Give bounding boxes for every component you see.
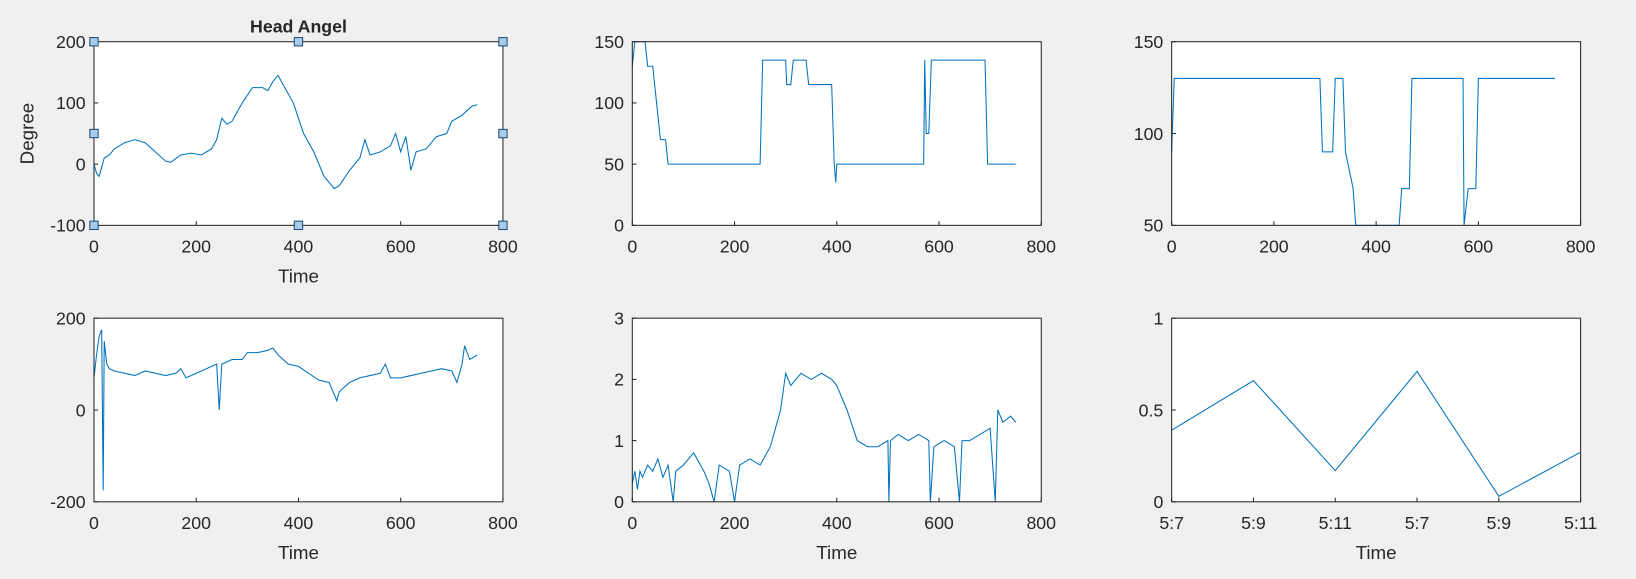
y-tick-label: -100 — [50, 216, 86, 236]
y-tick-label: 100 — [56, 93, 86, 113]
x-tick-label: 0 — [627, 236, 637, 256]
data-line — [631, 371, 1017, 502]
y-tick-label: 150 — [594, 32, 624, 52]
data-line — [93, 74, 478, 190]
x-axis-label: Time — [1356, 542, 1397, 563]
x-tick-label: 400 — [284, 513, 314, 533]
x-tick-label: 400 — [284, 236, 314, 256]
x-tick-label: 200 — [181, 236, 211, 256]
selection-handle — [293, 37, 304, 47]
y-tick-label: 2 — [614, 370, 624, 390]
x-tick-label: 800 — [488, 513, 518, 533]
y-tick-label: 200 — [56, 308, 86, 328]
selection-handle — [89, 37, 99, 47]
subplot: 5:7 5:9 5:11 5:7 5:9 5:11 0 0.5 1 Time — [1139, 308, 1598, 563]
x-tick-label: 0 — [89, 236, 99, 256]
axes-box — [631, 317, 1042, 503]
y-tick-label: 0 — [614, 492, 624, 512]
data-line — [1171, 370, 1581, 497]
selection-handle — [498, 220, 508, 231]
x-tick-label: 5:9 — [1241, 513, 1266, 533]
y-tick-label: 100 — [594, 93, 624, 113]
x-tick-label: 5:7 — [1405, 513, 1430, 533]
x-tick-label: 600 — [386, 236, 416, 256]
y-tick-label: 1 — [614, 431, 624, 451]
axes-background — [93, 318, 503, 502]
x-axis-label: Time — [816, 542, 857, 563]
y-tick-label: 3 — [614, 308, 624, 328]
x-tick-label: 400 — [822, 513, 852, 533]
x-tick-label: 800 — [1026, 513, 1056, 533]
x-tick-label: 800 — [488, 236, 518, 256]
x-tick-label: 800 — [1026, 236, 1056, 256]
x-tick-label: 600 — [924, 513, 954, 533]
y-tick-label: 50 — [604, 154, 624, 174]
selection-handle — [498, 37, 508, 47]
axes-background — [1171, 41, 1581, 226]
y-tick-label: 200 — [56, 32, 86, 52]
y-tick-label: 0 — [614, 216, 624, 236]
x-tick-label: 0 — [89, 513, 99, 533]
axes-background — [632, 41, 1042, 226]
selection-handle — [498, 128, 508, 139]
x-tick-label: 0 — [627, 513, 637, 533]
x-tick-label: 800 — [1566, 236, 1596, 256]
x-tick-label: 5:7 — [1159, 513, 1184, 533]
subplot: 0 200 400 600 800 50 100 150 — [1134, 32, 1596, 256]
x-tick-label: 600 — [924, 236, 954, 256]
x-tick-label: 600 — [386, 513, 416, 533]
data-line — [93, 329, 478, 491]
y-tick-label: 0 — [1153, 492, 1163, 512]
chart-title: Head Angel — [250, 16, 347, 36]
x-tick-label: 5:11 — [1319, 513, 1352, 533]
selection-handle — [89, 128, 99, 139]
y-tick-label: 150 — [1134, 32, 1164, 52]
subplot: 0 200 400 600 800 0 1 2 3 Time — [614, 308, 1056, 563]
y-tick-label: 0.5 — [1139, 400, 1164, 420]
subplot: 0 200 400 600 800 0 50 100 150 — [594, 32, 1056, 256]
y-tick-label: 100 — [1134, 124, 1164, 144]
axes-background — [632, 318, 1042, 502]
axes-box — [631, 41, 1042, 226]
axes-box — [1171, 41, 1582, 226]
selection-handle — [293, 220, 304, 231]
y-tick-label: -200 — [50, 492, 86, 512]
x-tick-label: 200 — [1259, 236, 1289, 256]
y-axis-label: Degree — [16, 103, 37, 165]
x-tick-label: 200 — [720, 236, 750, 256]
y-tick-label: 1 — [1153, 308, 1163, 328]
y-tick-label: 0 — [76, 400, 86, 420]
x-tick-label: 400 — [822, 236, 852, 256]
axes-box — [1171, 317, 1582, 503]
x-tick-label: 200 — [181, 513, 211, 533]
y-tick-label: 0 — [76, 154, 86, 174]
x-tick-label: 200 — [720, 513, 750, 533]
selection-handle — [89, 220, 99, 231]
x-tick-label: 5:9 — [1487, 513, 1512, 533]
x-tick-label: 400 — [1361, 236, 1391, 256]
y-tick-label: 50 — [1144, 216, 1164, 236]
axes-box — [93, 317, 504, 503]
x-tick-label: 0 — [1167, 236, 1177, 256]
data-line — [631, 41, 1016, 183]
x-tick-label: 5:11 — [1564, 513, 1597, 533]
axes-background — [93, 41, 503, 226]
axes-background — [1171, 318, 1581, 502]
x-axis-label: Time — [278, 542, 319, 563]
x-axis-label: Time — [278, 266, 319, 287]
x-tick-label: 600 — [1464, 236, 1494, 256]
